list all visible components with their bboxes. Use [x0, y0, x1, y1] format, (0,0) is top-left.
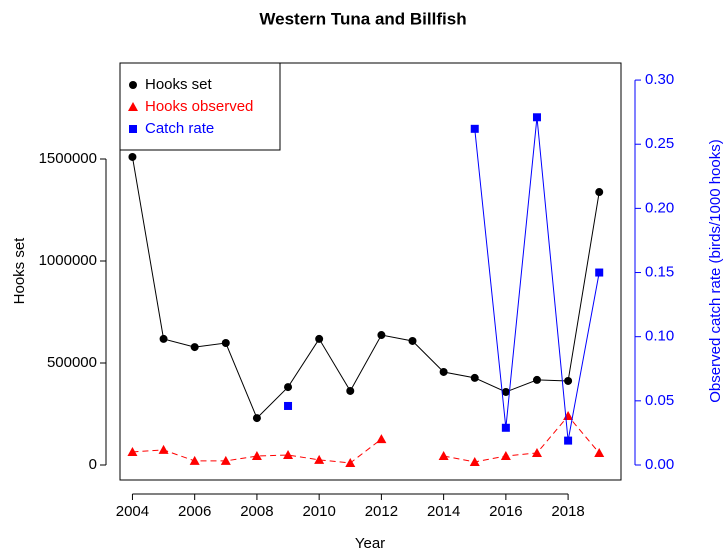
x-tick-label: 2006: [178, 503, 211, 520]
point: [438, 451, 449, 461]
y2-tick-label: 0.05: [645, 392, 674, 409]
point: [221, 339, 230, 348]
point: [500, 451, 511, 461]
point: [532, 375, 541, 384]
point: [563, 411, 574, 421]
y-tick-label: 1000000: [39, 252, 97, 269]
legend-label: Hooks set: [145, 76, 213, 93]
y2-tick-label: 0.10: [645, 328, 674, 345]
x-tick-label: 2012: [365, 503, 398, 520]
point: [469, 456, 480, 466]
point: [470, 373, 479, 382]
point: [439, 367, 448, 376]
point: [283, 450, 294, 460]
point: [376, 434, 387, 444]
y2-tick-label: 0.00: [645, 456, 674, 473]
legend-marker: [129, 125, 137, 133]
chart-title: Western Tuna and Billfish: [259, 9, 466, 28]
x-tick-label: 2004: [116, 503, 149, 520]
y2-tick-label: 0.20: [645, 199, 674, 216]
point: [284, 401, 293, 410]
y2-tick-label: 0.30: [645, 71, 674, 88]
series-line: [132, 415, 600, 464]
point: [595, 188, 604, 197]
point: [594, 447, 605, 457]
y2-axis-label: Observed catch rate (birds/1000 hooks): [707, 139, 724, 402]
point: [346, 386, 355, 395]
plot-frame: [119, 62, 622, 481]
y-axis-label: Hooks set: [11, 237, 28, 305]
point: [595, 268, 604, 277]
point: [159, 334, 168, 343]
y-tick-label: 1500000: [39, 150, 97, 167]
legend-marker: [129, 81, 137, 89]
point: [501, 423, 510, 432]
legend-label: Catch rate: [145, 120, 214, 137]
point: [377, 331, 386, 340]
y-tick-label: 0: [89, 456, 97, 473]
point: [190, 343, 199, 352]
x-tick-label: 2018: [551, 503, 584, 520]
point: [532, 113, 541, 122]
y-tick-label: 500000: [47, 354, 97, 371]
point: [408, 336, 417, 345]
point: [284, 383, 293, 392]
series-line: [131, 156, 600, 419]
point: [345, 457, 356, 467]
legend-box: [119, 62, 281, 151]
x-tick-label: 2008: [240, 503, 273, 520]
point: [531, 447, 542, 457]
point: [189, 455, 200, 465]
x-axis-label: Year: [355, 535, 385, 552]
legend-label: Hooks observed: [145, 98, 253, 115]
point: [314, 454, 325, 464]
point: [564, 436, 573, 445]
y2-tick-label: 0.25: [645, 135, 674, 152]
point: [251, 451, 262, 461]
point: [158, 444, 169, 454]
x-tick-label: 2010: [302, 503, 335, 520]
point: [252, 414, 261, 423]
x-tick-label: 2016: [489, 503, 522, 520]
y2-tick-label: 0.15: [645, 263, 674, 280]
point: [128, 152, 137, 161]
point: [470, 124, 479, 133]
x-tick-label: 2014: [427, 503, 460, 520]
point: [127, 446, 138, 456]
point: [501, 387, 510, 396]
point: [315, 334, 324, 343]
point: [220, 455, 231, 465]
legend-marker: [128, 102, 138, 111]
point: [564, 376, 573, 385]
series-line: [474, 117, 600, 441]
